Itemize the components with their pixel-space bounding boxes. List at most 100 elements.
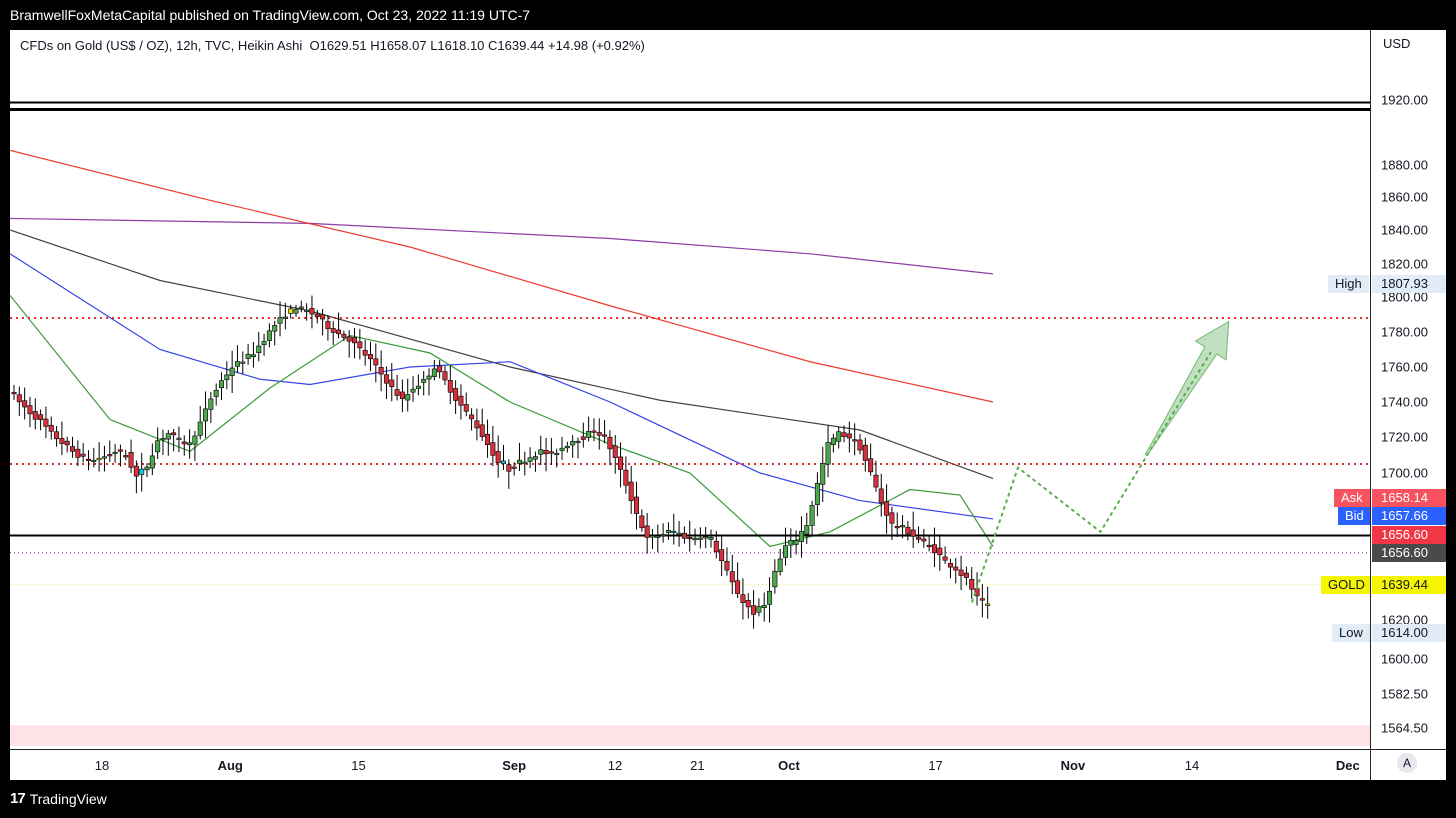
time-tick-label: 14 <box>1184 758 1200 773</box>
ask-tag: Ask <box>1334 489 1370 507</box>
candle-body <box>479 424 485 437</box>
candle-body <box>171 432 177 436</box>
candle-body <box>958 569 964 576</box>
candle-body <box>905 526 911 535</box>
chart-title-line: CFDs on Gold (US$ / OZ), 12h, TVC, Heiki… <box>20 38 645 53</box>
price-tick-label: 1860.00 <box>1381 189 1428 205</box>
candle-body <box>506 464 512 472</box>
price-plot-svg <box>10 101 1370 746</box>
candle-body <box>767 590 773 605</box>
moving-average-line <box>10 253 994 520</box>
candle-body <box>415 385 421 389</box>
candle-body <box>490 442 496 456</box>
candle-body <box>926 544 932 548</box>
gray-price-value: 1656.60 <box>1381 545 1428 560</box>
moving-average-line <box>10 149 994 403</box>
candle-body <box>16 394 22 403</box>
candle-body <box>431 368 437 377</box>
candle-body <box>442 371 448 381</box>
high-tag-label: High <box>1335 276 1362 291</box>
candle-body <box>453 388 459 401</box>
candle-body <box>884 501 890 516</box>
candle-body <box>804 525 810 535</box>
low-price-tag: 1614.00 <box>1372 624 1446 642</box>
candle-body <box>708 536 714 540</box>
price-tick-label: 1800.00 <box>1381 289 1428 305</box>
candle-body <box>740 594 746 603</box>
price-tick-label: 1564.50 <box>1381 720 1428 736</box>
red-price-value: 1656.60 <box>1381 527 1428 542</box>
candle-body <box>836 431 842 442</box>
moving-average-line <box>10 294 994 548</box>
candle-body <box>187 442 193 446</box>
low-tag: Low <box>1332 624 1370 642</box>
candle-body <box>687 537 693 540</box>
candle-body <box>676 532 682 535</box>
candle-body <box>367 354 373 360</box>
candle-body <box>54 431 60 440</box>
bid-tag: Bid <box>1338 507 1371 525</box>
candle-body <box>921 538 927 542</box>
candle-body <box>463 404 469 412</box>
candle-body <box>261 341 267 345</box>
candle-body <box>868 458 874 473</box>
price-tick-label: 1600.00 <box>1381 651 1428 667</box>
candle-body <box>516 459 522 464</box>
price-tick-label: 1840.00 <box>1381 222 1428 238</box>
candle-body <box>176 437 182 440</box>
moving-average-line <box>10 217 994 275</box>
gold-price-value: 1639.44 <box>1381 577 1428 592</box>
gold-price-tag: 1639.44 <box>1372 576 1446 594</box>
candle-body <box>942 556 948 561</box>
candle-body <box>208 398 214 410</box>
candle-body <box>841 432 847 438</box>
candle-body <box>570 441 576 446</box>
candle-body <box>644 525 650 538</box>
candle-body <box>916 537 922 540</box>
candle-body <box>293 309 299 314</box>
candle-body <box>85 458 91 461</box>
candle-body <box>240 361 246 364</box>
candle-body <box>197 421 203 436</box>
candle-body <box>894 526 900 529</box>
candle-body <box>559 447 565 451</box>
candle-body <box>602 434 608 437</box>
candle-body <box>314 313 320 317</box>
chart-plot-area[interactable]: CFDs on Gold (US$ / OZ), 12h, TVC, Heiki… <box>10 30 1372 780</box>
candle-body <box>575 440 581 444</box>
candle-body <box>793 540 799 545</box>
candle-body <box>931 544 937 554</box>
chart-frame: CFDs on Gold (US$ / OZ), 12h, TVC, Heiki… <box>10 30 1446 780</box>
candle-body <box>229 367 235 376</box>
candle-body <box>852 439 858 442</box>
ohlc-readout: O1629.51 H1658.07 L1618.10 C1639.44 +14.… <box>309 38 645 53</box>
candle-body <box>612 445 618 458</box>
candle-body <box>548 451 554 454</box>
auto-scale-button[interactable]: A <box>1397 753 1417 773</box>
tradingview-logo-icon: 17 <box>10 790 26 807</box>
time-tick-label: Sep <box>502 758 527 773</box>
candle-body <box>149 455 155 469</box>
candle-body <box>564 445 570 449</box>
candle-body <box>234 361 240 367</box>
price-axis[interactable]: USD 1920.00 1880.00 1860.00 1840.00 1820.00 1… <box>1370 30 1446 780</box>
candle-body <box>405 394 411 401</box>
reference-zone <box>10 725 1370 746</box>
candle-body <box>910 529 916 537</box>
time-tick-label: 12 <box>607 758 623 773</box>
time-tick-label: 17 <box>928 758 943 773</box>
candle-body <box>703 536 709 539</box>
candle-body <box>628 481 634 501</box>
candle-body <box>665 530 671 533</box>
candle-body <box>596 432 602 436</box>
candle-body <box>692 537 698 541</box>
candle-body <box>500 460 506 464</box>
candle-body <box>59 437 65 444</box>
candle-body <box>618 456 624 470</box>
candle-body <box>437 365 443 373</box>
candle-body <box>724 560 730 571</box>
candle-body <box>963 572 969 578</box>
candle-body <box>947 562 953 568</box>
candle-body <box>101 456 107 459</box>
price-tick-label: 1720.00 <box>1381 429 1428 445</box>
